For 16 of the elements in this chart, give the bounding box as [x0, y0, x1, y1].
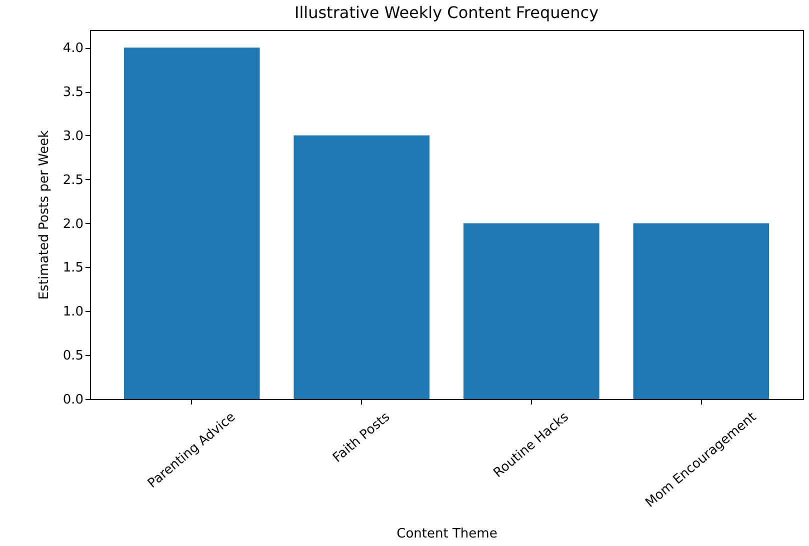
- y-tick-label: 3.0: [62, 128, 84, 144]
- chart-title: Illustrative Weekly Content Frequency: [294, 3, 599, 22]
- y-tick-label: 2.5: [62, 172, 84, 188]
- y-tick-label: 2.0: [62, 216, 84, 232]
- bar: [463, 223, 600, 399]
- y-tick-label: 4.0: [62, 41, 84, 56]
- bar: [294, 135, 430, 399]
- y-tick-label: 1.5: [62, 260, 84, 276]
- y-axis-title: Estimated Posts per Week: [36, 130, 52, 300]
- y-tick-label: 1.0: [62, 304, 84, 320]
- bar: [124, 48, 260, 399]
- bar: [633, 223, 770, 399]
- y-tick-label: 0.0: [62, 392, 84, 408]
- y-tick-label: 3.5: [62, 85, 84, 100]
- x-axis-title: Content Theme: [396, 526, 498, 542]
- y-tick-label: 0.5: [62, 348, 84, 364]
